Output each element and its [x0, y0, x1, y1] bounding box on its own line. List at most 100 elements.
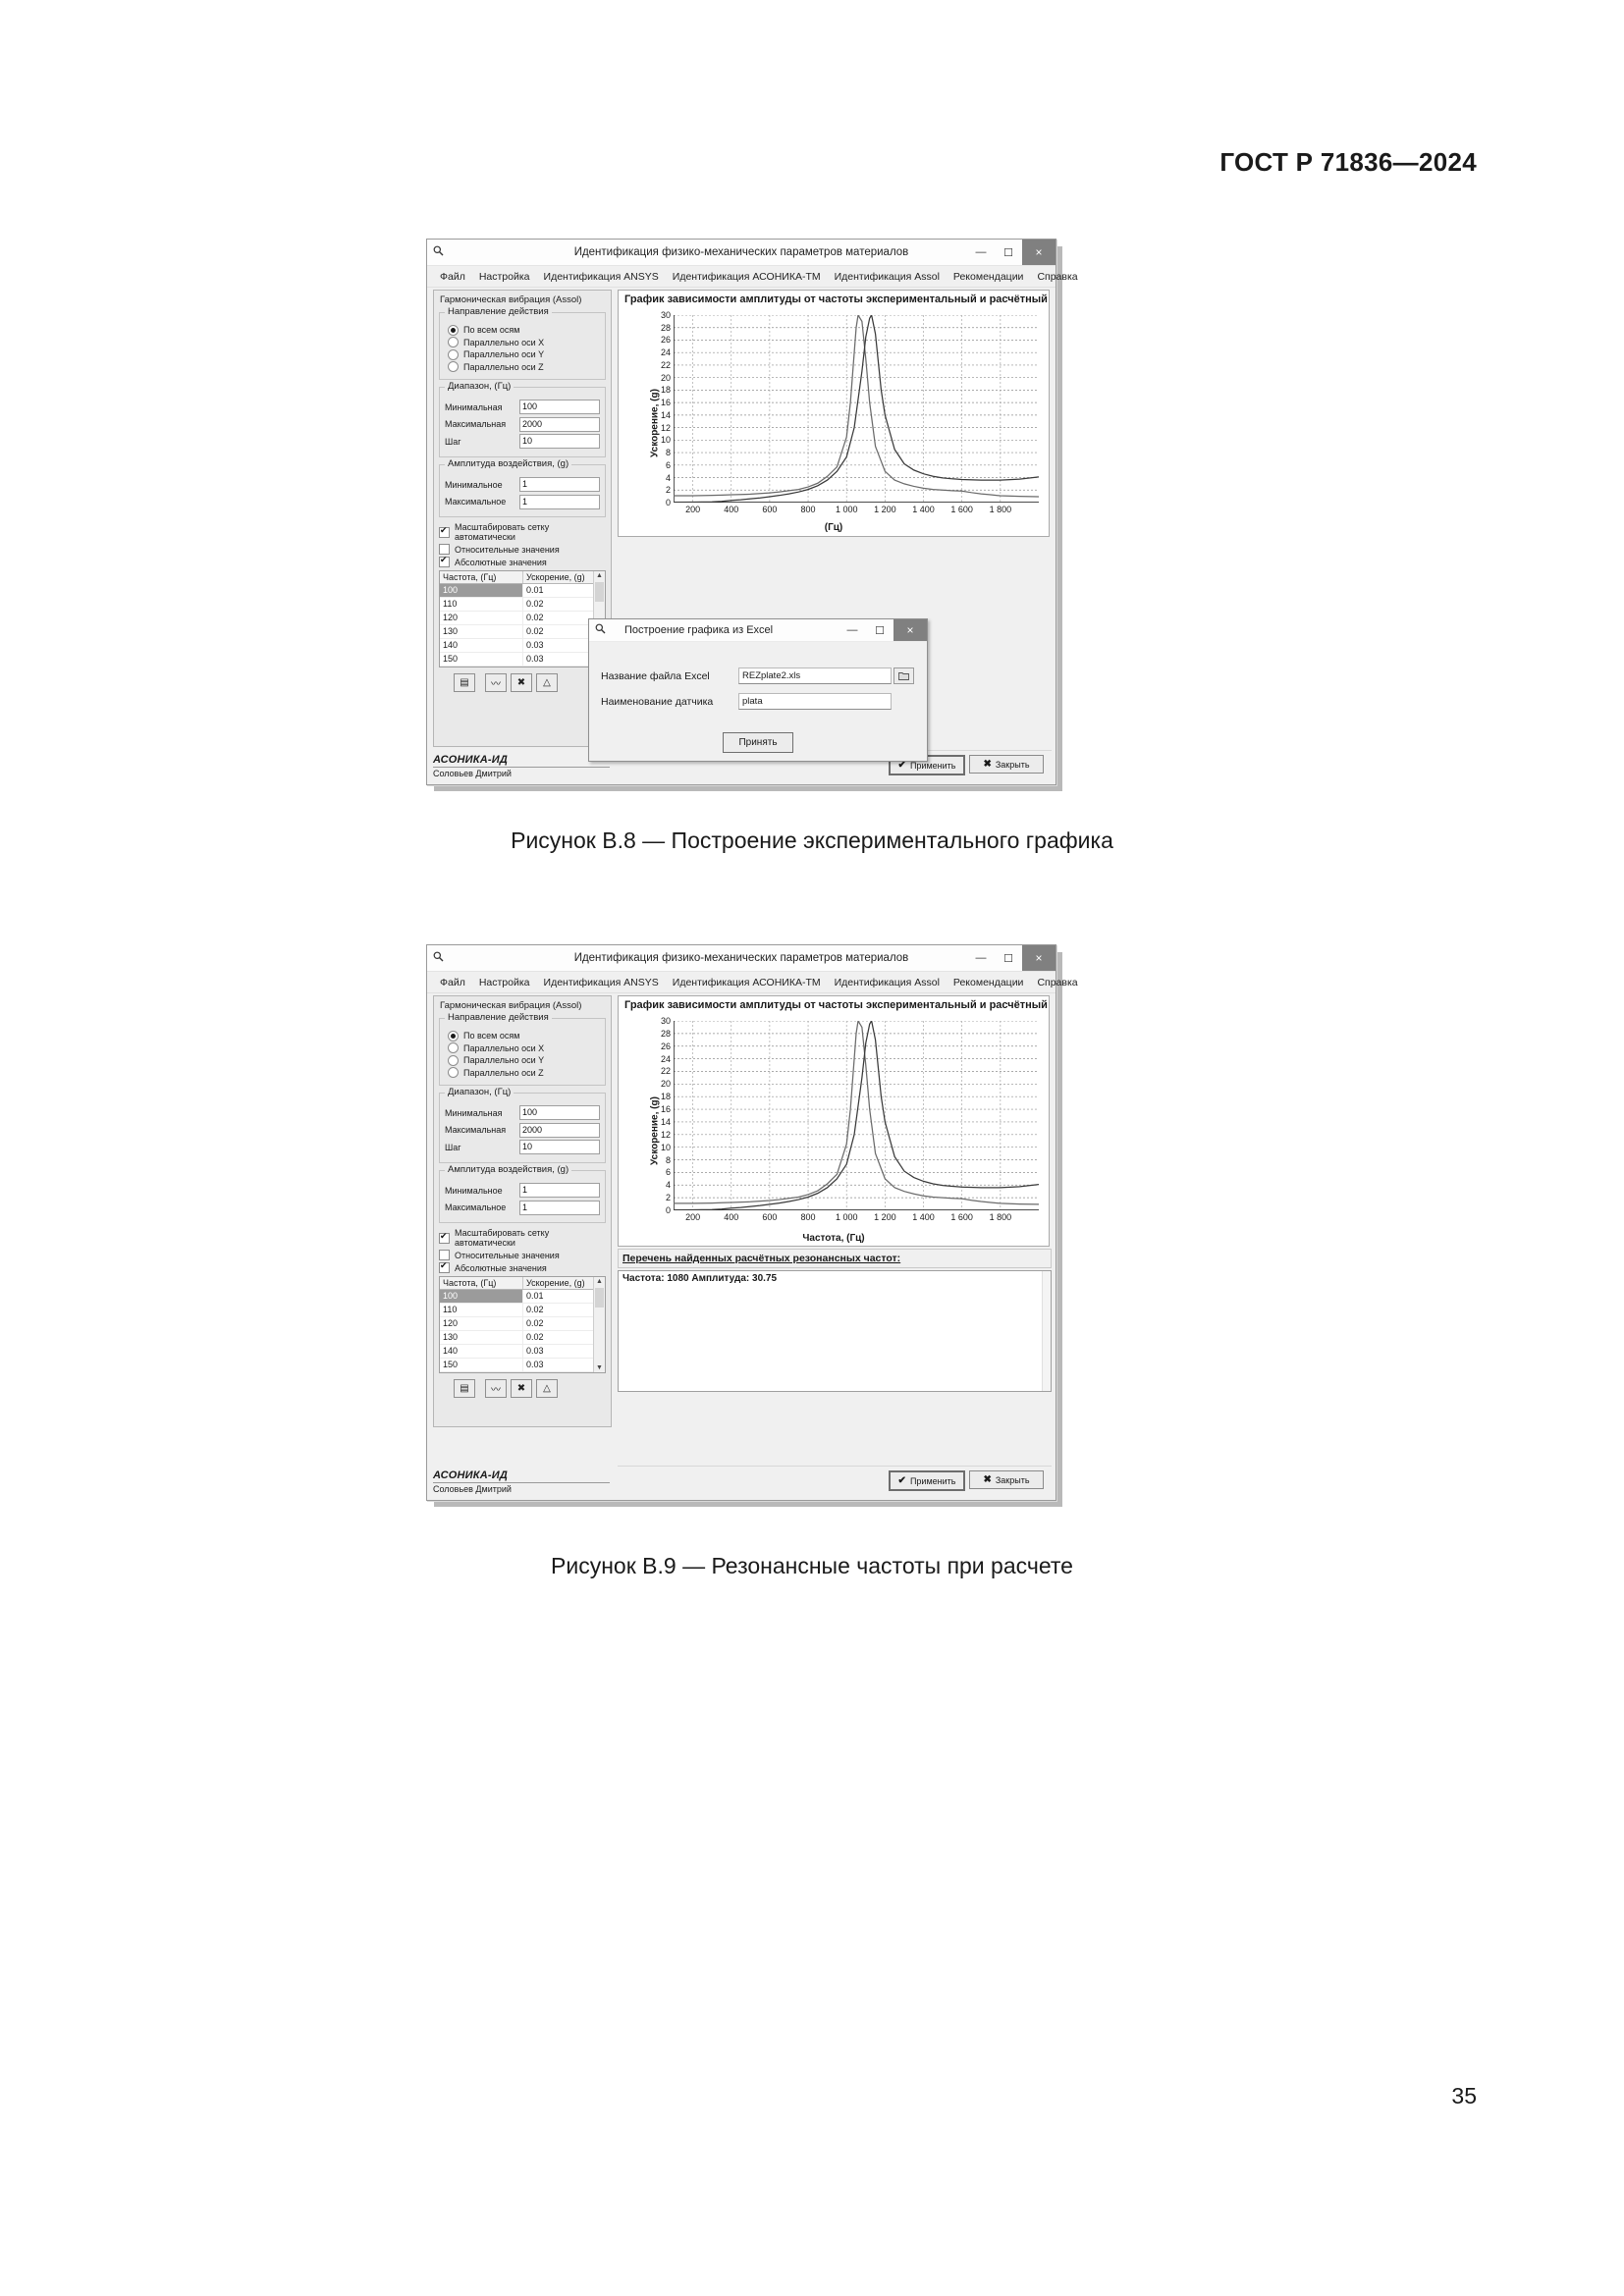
- checkbox-absolute-values[interactable]: Абсолютные значения: [439, 1260, 611, 1273]
- cell-frequency: 100: [440, 584, 523, 597]
- excel-file-input[interactable]: REZplate2.xls: [738, 667, 892, 684]
- cell-frequency: 110: [440, 598, 523, 611]
- scrollbar-thumb[interactable]: [595, 1288, 604, 1308]
- chart-line-icon[interactable]: 〰: [485, 673, 507, 692]
- minimize-button[interactable]: —: [975, 952, 987, 964]
- folder-icon[interactable]: [893, 667, 914, 684]
- range-min-input[interactable]: 100: [519, 400, 600, 414]
- x-tick-label: 1 800: [989, 505, 1012, 514]
- apply-button[interactable]: ✔ Применить: [889, 1470, 965, 1491]
- table-row[interactable]: 120 0.02: [440, 1317, 605, 1331]
- range-max-input[interactable]: 2000: [519, 1122, 600, 1138]
- amp-max-input[interactable]: 1: [519, 1200, 600, 1215]
- scroll-down-icon[interactable]: ▼: [596, 1364, 603, 1371]
- radio-axis-z[interactable]: Параллельно оси Z: [448, 1067, 600, 1078]
- menu-item-ident-asonika-tm[interactable]: Идентификация АСОНИКА-ТМ: [672, 976, 821, 988]
- delete-x-icon[interactable]: ✖: [511, 673, 532, 692]
- menu-item-help[interactable]: Справка: [1037, 976, 1078, 988]
- radio-label: По всем осям: [463, 1031, 520, 1041]
- radio-axis-y[interactable]: Параллельно оси Y: [448, 1054, 600, 1066]
- range-min-input[interactable]: 100: [519, 1105, 600, 1120]
- table-row[interactable]: 130 0.02: [440, 625, 605, 639]
- y-tick-label: 10: [660, 435, 671, 446]
- minimize-button[interactable]: —: [975, 246, 987, 258]
- minimize-button[interactable]: —: [846, 624, 858, 636]
- menu-item-recommendations[interactable]: Рекомендации: [952, 976, 1024, 988]
- close-dialog-button[interactable]: ✖ Закрыть: [969, 1470, 1044, 1489]
- signature-block-1: АСОНИКА-ИД Соловьев Дмитрий: [433, 754, 610, 778]
- table-row[interactable]: 100 0.01: [440, 1290, 605, 1304]
- amp-min-input[interactable]: 1: [519, 477, 600, 492]
- radio-axis-x[interactable]: Параллельно оси X: [448, 337, 600, 347]
- close-dialog-button[interactable]: ✖ Закрыть: [969, 755, 1044, 774]
- radio-axis-y[interactable]: Параллельно оси Y: [448, 348, 600, 360]
- range-step-input[interactable]: 10: [519, 434, 600, 449]
- calculator-icon[interactable]: ▤: [454, 673, 475, 692]
- menu-item-settings[interactable]: Настройка: [478, 976, 530, 988]
- y-tick-label: 28: [660, 322, 671, 333]
- chart-line-icon[interactable]: 〰: [485, 1379, 507, 1398]
- radio-axis-x[interactable]: Параллельно оси X: [448, 1042, 600, 1053]
- checkbox-autoscale[interactable]: Масштабировать сетку автоматически: [439, 522, 611, 542]
- table-row[interactable]: 140 0.03: [440, 1345, 605, 1359]
- radio-axis-z[interactable]: Параллельно оси Z: [448, 361, 600, 372]
- menu-item-ident-assol[interactable]: Идентификация Assol: [834, 270, 940, 283]
- resonance-scrollbar[interactable]: [1042, 1271, 1051, 1391]
- checkbox-relative-values[interactable]: Относительные значения: [439, 1250, 611, 1260]
- radio-all-axes[interactable]: По всем осям: [448, 324, 600, 336]
- radio-all-axes[interactable]: По всем осям: [448, 1030, 600, 1041]
- sensor-input[interactable]: plata: [738, 693, 892, 710]
- window-title: Идентификация физико-механических параме…: [573, 952, 909, 964]
- titlebar-2: Идентификация физико-механических параме…: [427, 945, 1056, 972]
- peak-curve-icon[interactable]: △: [536, 673, 558, 692]
- table-row[interactable]: 120 0.02: [440, 612, 605, 625]
- delete-x-icon[interactable]: ✖: [511, 1379, 532, 1398]
- checkbox-absolute-values[interactable]: Абсолютные значения: [439, 555, 611, 567]
- check-icon: ✔: [897, 1475, 906, 1486]
- accept-button[interactable]: Принять: [723, 732, 793, 753]
- table-row[interactable]: 140 0.03: [440, 639, 605, 653]
- amp-max-input[interactable]: 1: [519, 494, 600, 509]
- menu-item-file[interactable]: Файл: [440, 270, 465, 283]
- table-row[interactable]: 130 0.02: [440, 1331, 605, 1345]
- menu-item-recommendations[interactable]: Рекомендации: [952, 270, 1024, 283]
- scroll-up-icon[interactable]: ▲: [596, 572, 603, 579]
- menu-item-help[interactable]: Справка: [1037, 270, 1078, 283]
- menu-item-ident-ansys[interactable]: Идентификация ANSYS: [543, 976, 659, 988]
- checkbox-autoscale[interactable]: Масштабировать сетку автоматически: [439, 1228, 611, 1248]
- field-amp-min: Минимальное 1: [445, 477, 600, 492]
- y-tick-label: 4: [665, 472, 671, 483]
- peak-curve-icon[interactable]: △: [536, 1379, 558, 1398]
- scrollbar-thumb[interactable]: [595, 582, 604, 602]
- maximize-button[interactable]: ☐: [1003, 246, 1013, 259]
- range-step-input[interactable]: 10: [519, 1140, 600, 1154]
- menu-item-settings[interactable]: Настройка: [478, 270, 530, 283]
- calculator-icon[interactable]: ▤: [454, 1379, 475, 1398]
- close-label: Закрыть: [995, 759, 1030, 770]
- checkbox-icon: [439, 1250, 450, 1260]
- maximize-button[interactable]: ☐: [1003, 952, 1013, 965]
- range-group: Диапазон, (Гц) Минимальная 100 Максималь…: [439, 1086, 606, 1163]
- table-row[interactable]: 110 0.02: [440, 598, 605, 612]
- table-scrollbar[interactable]: ▲ ▼: [593, 1277, 605, 1372]
- table-row[interactable]: 150 0.03: [440, 1359, 605, 1372]
- maximize-button[interactable]: ☐: [875, 624, 885, 637]
- y-tick-label: 24: [660, 1053, 671, 1064]
- menu-item-ident-ansys[interactable]: Идентификация ANSYS: [543, 270, 659, 283]
- menu-item-file[interactable]: Файл: [440, 976, 465, 988]
- close-button[interactable]: ×: [893, 619, 927, 641]
- checkbox-relative-values[interactable]: Относительные значения: [439, 544, 611, 555]
- close-button[interactable]: ×: [1022, 240, 1056, 265]
- close-button[interactable]: ×: [1022, 945, 1056, 971]
- amp-min-input[interactable]: 1: [519, 1183, 600, 1198]
- range-max-input[interactable]: 2000: [519, 416, 600, 432]
- signature-block-2: АСОНИКА-ИД Соловьев Дмитрий: [433, 1469, 610, 1494]
- table-row[interactable]: 100 0.01: [440, 584, 605, 598]
- menu-item-ident-assol[interactable]: Идентификация Assol: [834, 976, 940, 988]
- range-legend: Диапазон, (Гц): [445, 380, 514, 392]
- menu-item-ident-asonika-tm[interactable]: Идентификация АСОНИКА-ТМ: [672, 270, 821, 283]
- table-row[interactable]: 150 0.03: [440, 653, 605, 667]
- resonance-entries[interactable]: Частота: 1080 Амплитуда: 30.75: [618, 1270, 1052, 1392]
- table-row[interactable]: 110 0.02: [440, 1304, 605, 1317]
- scroll-up-icon[interactable]: ▲: [596, 1278, 603, 1285]
